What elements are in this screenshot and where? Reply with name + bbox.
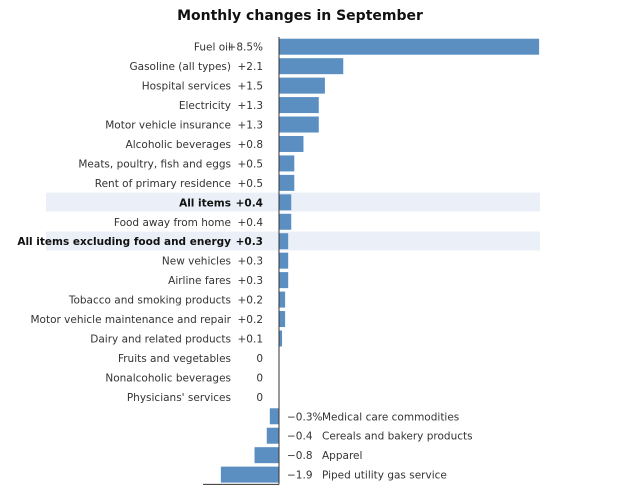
category-label-fruits-and-vegetables: Fruits and vegetables [118, 353, 231, 365]
value-label-piped-utility-gas-service: −1.9 [287, 470, 313, 482]
bar-meats-poultry-fish-and-eggs [279, 155, 295, 172]
bar-all-items-excluding-food-and-energy [279, 233, 289, 250]
highlight-band-all-items-excluding-food-and-energy [46, 231, 540, 251]
category-label-meats-poultry-fish-and-eggs: Meats, poultry, fish and eggs [78, 158, 231, 170]
category-label-medical-care-commodities: Medical care commodities [322, 411, 459, 423]
category-label-tobacco-and-smoking-products: Tobacco and smoking products [68, 295, 231, 307]
category-label-physicians-services: Physicians' services [127, 392, 231, 404]
value-label-hospital-services: +1.5 [238, 81, 264, 93]
category-label-new-vehicles: New vehicles [162, 256, 231, 268]
value-label-new-vehicles: +0.3 [238, 256, 264, 268]
category-label-gasoline-all-types: Gasoline (all types) [130, 61, 231, 73]
bar-airline-fares [279, 272, 289, 289]
value-label-fuel-oil: +8.5% [228, 42, 263, 54]
category-label-motor-vehicle-insurance: Motor vehicle insurance [105, 120, 231, 132]
category-label-motor-vehicle-maintenance-and-repair: Motor vehicle maintenance and repair [30, 314, 231, 326]
category-label-food-away-from-home: Food away from home [114, 217, 231, 229]
category-label-cereals-and-bakery-products: Cereals and bakery products [322, 431, 473, 443]
category-label-dairy-and-related-products: Dairy and related products [90, 333, 231, 345]
bar-dairy-and-related-products [279, 330, 283, 347]
category-label-nonalcoholic-beverages: Nonalcoholic beverages [105, 372, 231, 384]
category-label-piped-utility-gas-service: Piped utility gas service [322, 470, 447, 482]
value-label-medical-care-commodities: −0.3% [287, 411, 322, 423]
category-label-airline-fares: Airline fares [168, 275, 231, 287]
value-label-meats-poultry-fish-and-eggs: +0.5 [238, 158, 264, 170]
highlight-band-all-items [46, 192, 540, 212]
bar-motor-vehicle-insurance [279, 116, 319, 133]
bar-food-away-from-home [279, 213, 292, 230]
bar-all-items [279, 194, 292, 211]
category-label-rent-of-primary-residence: Rent of primary residence [95, 178, 231, 190]
value-label-gasoline-all-types: +2.1 [238, 61, 264, 73]
value-label-motor-vehicle-maintenance-and-repair: +0.2 [238, 314, 264, 326]
category-label-all-items-excluding-food-and-energy: All items excluding food and energy [17, 236, 231, 248]
value-label-alcoholic-beverages: +0.8 [238, 139, 264, 151]
value-label-fruits-and-vegetables: 0 [256, 353, 263, 365]
value-label-electricity: +1.3 [238, 100, 264, 112]
category-label-apparel: Apparel [322, 450, 362, 462]
category-label-hospital-services: Hospital services [142, 81, 231, 93]
category-label-all-items: All items [179, 197, 231, 209]
bar-medical-care-commodities [269, 408, 279, 425]
bar-fuel-oil [279, 38, 540, 55]
value-label-dairy-and-related-products: +0.1 [238, 333, 264, 345]
value-label-tobacco-and-smoking-products: +0.2 [238, 295, 264, 307]
value-label-nonalcoholic-beverages: 0 [256, 372, 263, 384]
category-label-electricity: Electricity [179, 100, 231, 112]
bar-gasoline-all-types [279, 58, 344, 75]
category-label-fuel-oil: Fuel oil [194, 42, 231, 54]
bar-electricity [279, 97, 319, 114]
category-label-alcoholic-beverages: Alcoholic beverages [126, 139, 231, 151]
value-label-airline-fares: +0.3 [238, 275, 264, 287]
value-label-apparel: −0.8 [287, 450, 313, 462]
bar-motor-vehicle-maintenance-and-repair [279, 311, 286, 328]
value-label-all-items-excluding-food-and-energy: +0.3 [236, 236, 263, 248]
bar-hospital-services [279, 77, 325, 94]
value-label-rent-of-primary-residence: +0.5 [238, 178, 264, 190]
bar-piped-utility-gas-service [220, 466, 279, 483]
value-label-motor-vehicle-insurance: +1.3 [238, 120, 264, 132]
bar-rent-of-primary-residence [279, 174, 295, 191]
value-label-cereals-and-bakery-products: −0.4 [287, 431, 313, 443]
value-label-physicians-services: 0 [256, 392, 263, 404]
bar-new-vehicles [279, 252, 289, 269]
bar-tobacco-and-smoking-products [279, 291, 286, 308]
bar-cereals-and-bakery-products [266, 427, 279, 444]
bar-apparel [254, 447, 279, 464]
chart-title: Monthly changes in September [177, 8, 423, 24]
value-label-food-away-from-home: +0.4 [238, 217, 264, 229]
bar-alcoholic-beverages [279, 135, 304, 152]
value-label-all-items: +0.4 [236, 197, 263, 209]
